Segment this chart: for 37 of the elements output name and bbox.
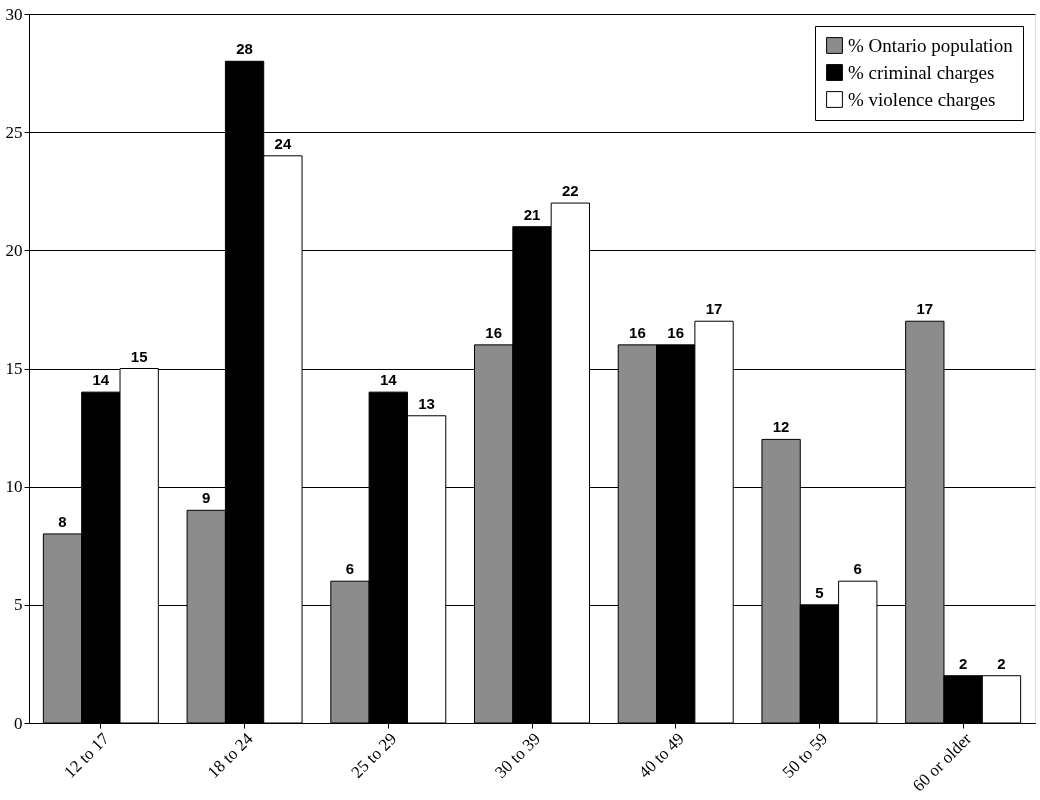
data-label: 24: [274, 134, 292, 152]
y-tick-label: 0: [14, 713, 23, 733]
data-label: 2: [997, 654, 1006, 672]
legend-label: % criminal charges: [848, 61, 995, 83]
data-label: 16: [667, 323, 685, 341]
data-label: 17: [705, 300, 723, 318]
y-tick-label: 5: [14, 595, 23, 615]
legend-label: % violence charges: [848, 88, 996, 110]
legend-label: % Ontario population: [848, 34, 1014, 56]
x-tick-label: 40 to 49: [634, 729, 688, 782]
x-tick-label: 30 to 39: [491, 729, 545, 782]
data-label: 13: [418, 394, 435, 412]
y-tick-label: 10: [5, 477, 23, 497]
x-tick-label: 12 to 17: [60, 728, 114, 782]
y-tick-label: 15: [5, 359, 23, 378]
data-label: 14: [92, 371, 110, 389]
x-tick-label: 25 to 29: [347, 729, 401, 782]
x-tick-label: 50 to 59: [778, 729, 832, 782]
data-label: 12: [772, 418, 790, 436]
data-label: 5: [815, 583, 824, 601]
x-tick-label: 18 to 24: [203, 728, 257, 782]
data-label: 6: [853, 560, 862, 578]
data-label: 2: [958, 654, 968, 672]
data-label: 6: [345, 560, 355, 578]
data-label: 16: [485, 323, 503, 341]
y-tick-label: 30: [5, 4, 23, 24]
data-label: 17: [916, 300, 934, 318]
y-tick-label: 25: [5, 122, 23, 142]
data-label: 9: [202, 489, 211, 507]
data-label: 15: [130, 347, 148, 365]
data-label: 21: [523, 205, 541, 223]
data-label: 8: [58, 512, 67, 530]
data-label: 22: [561, 182, 579, 200]
data-label: 14: [379, 371, 398, 389]
data-label: 28: [236, 40, 253, 58]
data-label: 16: [629, 323, 646, 341]
y-tick-label: 20: [5, 240, 23, 260]
